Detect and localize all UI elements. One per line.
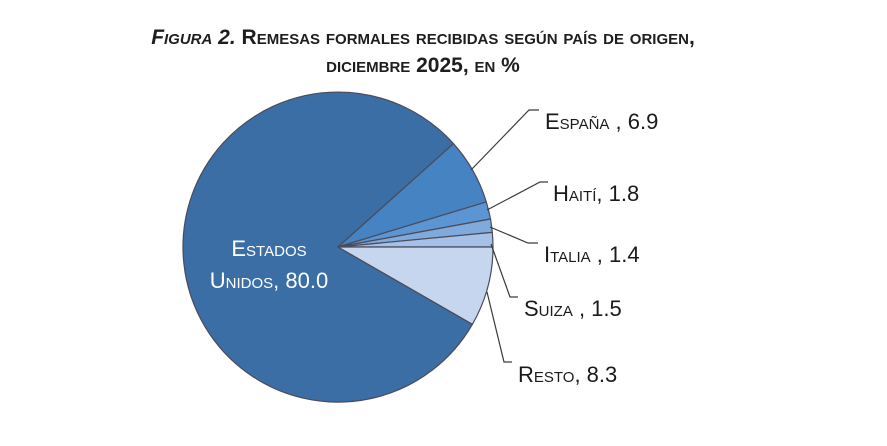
figure-label: Figura 2. — [151, 26, 236, 49]
label-resto: Resto, 8.3 — [518, 362, 617, 387]
leader-line-espana — [470, 109, 539, 171]
title-text: Remesas formales recibidas según país de… — [235, 26, 695, 49]
leader-line-italia — [489, 226, 538, 244]
label-estados-unidos-line1: Estados — [231, 236, 306, 261]
label-espana: España , 6.9 — [545, 109, 658, 134]
slice-resto — [337, 246, 494, 325]
chart-title-line2: diciembre 2025, en % — [326, 54, 520, 77]
leader-line-suiza — [490, 243, 518, 298]
leader-line-resto — [486, 291, 512, 363]
label-estados-unidos-line2: Unidos, 80.0 — [210, 268, 328, 293]
label-haiti: Haití, 1.8 — [553, 181, 639, 206]
label-suiza: Suiza , 1.5 — [524, 296, 622, 321]
slice-estados-unidos — [182, 91, 473, 403]
label-italia: Italia , 1.4 — [544, 242, 640, 267]
leader-line-haiti — [486, 181, 548, 211]
chart-title-line1: Figura 2. Remesas formales recibidas seg… — [0, 26, 846, 50]
